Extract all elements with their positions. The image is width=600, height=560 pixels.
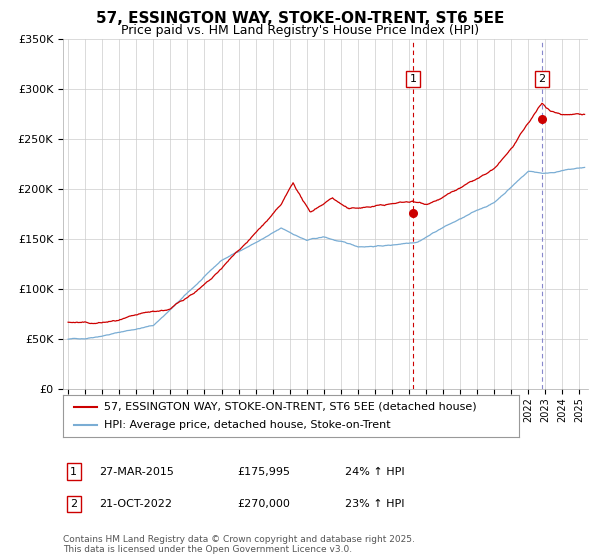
Text: 1: 1	[409, 74, 416, 84]
Text: 24% ↑ HPI: 24% ↑ HPI	[345, 466, 404, 477]
Text: 2: 2	[70, 499, 77, 509]
Text: £270,000: £270,000	[237, 499, 290, 509]
Text: 57, ESSINGTON WAY, STOKE-ON-TRENT, ST6 5EE (detached house): 57, ESSINGTON WAY, STOKE-ON-TRENT, ST6 5…	[104, 402, 476, 412]
Text: 27-MAR-2015: 27-MAR-2015	[99, 466, 174, 477]
Text: 21-OCT-2022: 21-OCT-2022	[99, 499, 172, 509]
Text: HPI: Average price, detached house, Stoke-on-Trent: HPI: Average price, detached house, Stok…	[104, 420, 391, 430]
Text: 57, ESSINGTON WAY, STOKE-ON-TRENT, ST6 5EE: 57, ESSINGTON WAY, STOKE-ON-TRENT, ST6 5…	[96, 11, 504, 26]
Text: 23% ↑ HPI: 23% ↑ HPI	[345, 499, 404, 509]
Text: Contains HM Land Registry data © Crown copyright and database right 2025.
This d: Contains HM Land Registry data © Crown c…	[63, 535, 415, 554]
Text: Price paid vs. HM Land Registry's House Price Index (HPI): Price paid vs. HM Land Registry's House …	[121, 24, 479, 36]
Text: £175,995: £175,995	[237, 466, 290, 477]
Text: 1: 1	[70, 466, 77, 477]
Text: 2: 2	[538, 74, 545, 84]
